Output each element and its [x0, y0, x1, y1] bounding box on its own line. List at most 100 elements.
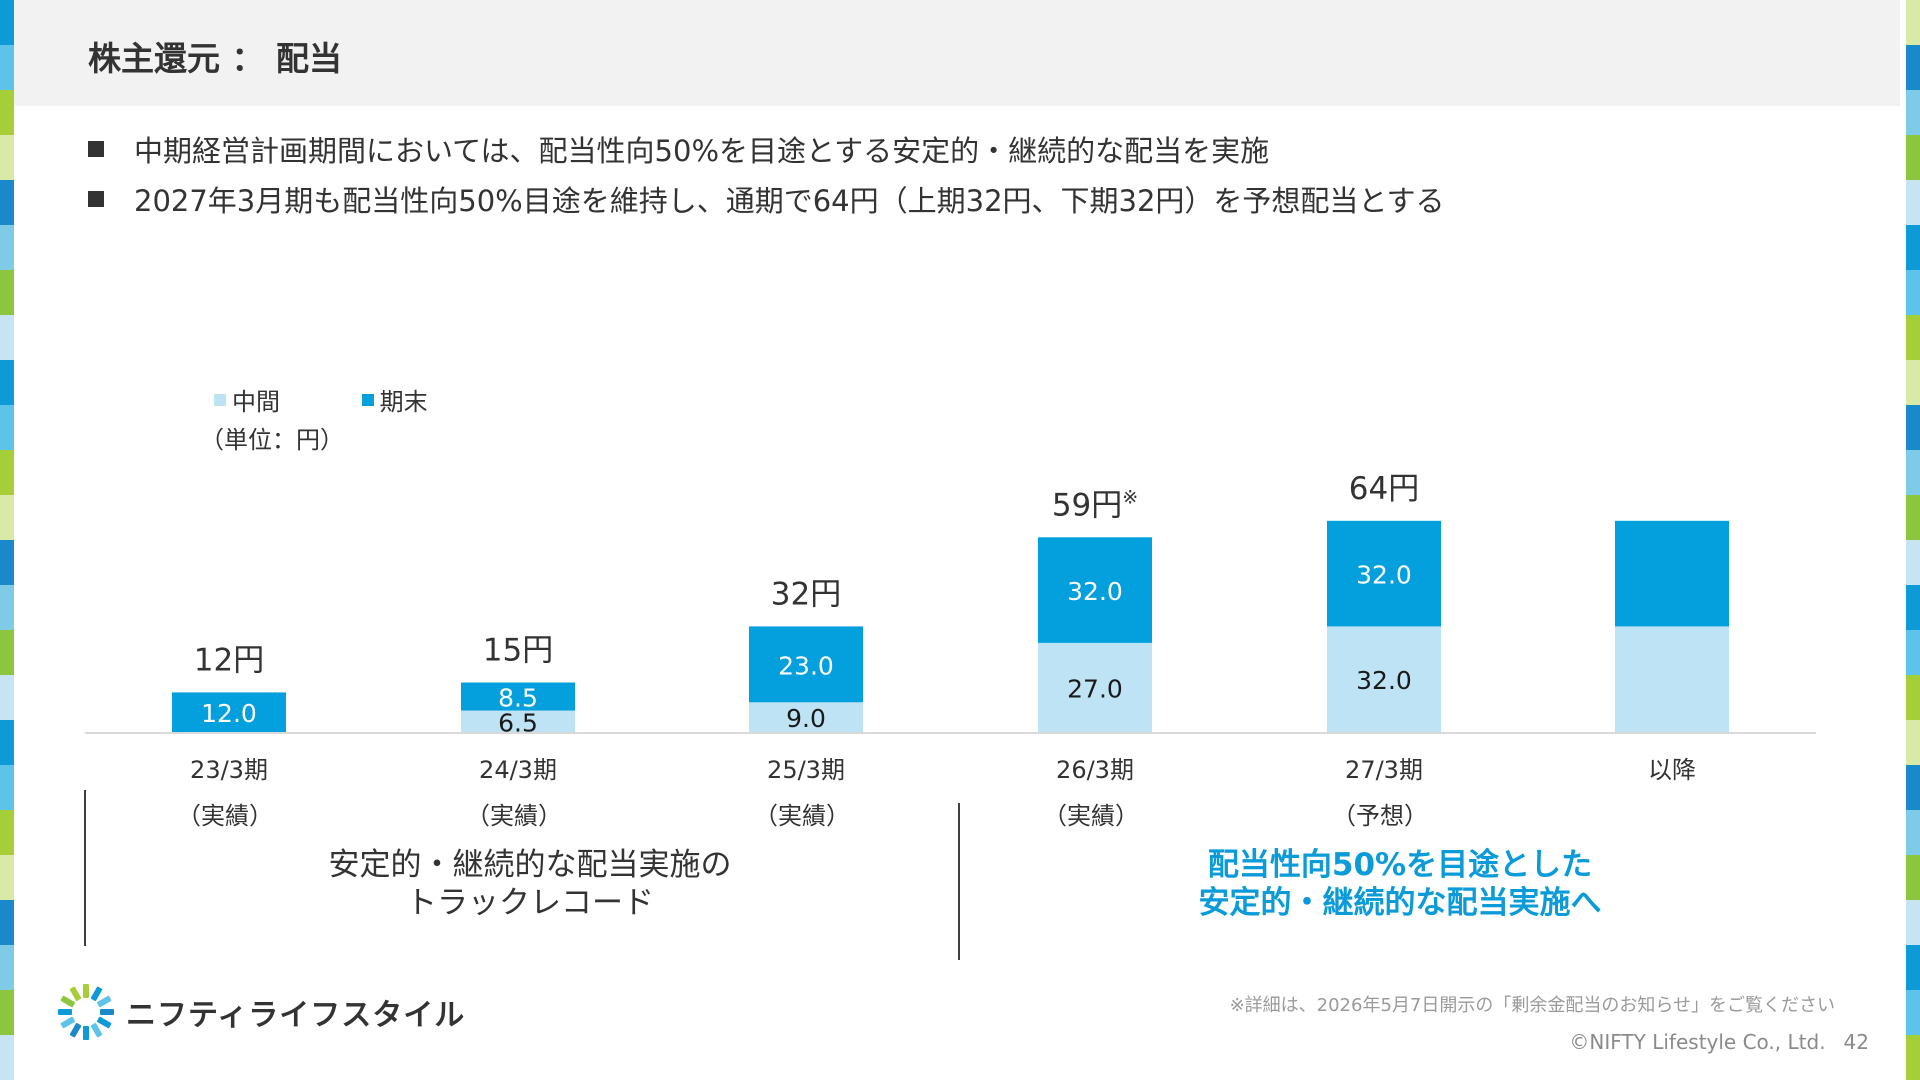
x-tick-note: （実績）: [177, 802, 273, 830]
data-label-interim: 27.0: [1067, 674, 1123, 703]
x-tick-label: 25/3期: [767, 756, 845, 784]
copyright: ©NIFTY Lifestyle Co., Ltd. 42: [1300, 1030, 1869, 1054]
bar-year-end: [1327, 520, 1441, 627]
data-label-interim: 32.0: [1356, 666, 1412, 695]
total-label: 59円※: [1052, 486, 1138, 523]
bar-interim: [749, 702, 863, 732]
bar-interim: [1327, 626, 1441, 732]
total-label: 12円: [194, 642, 264, 678]
edge-stripe-segment: [1906, 585, 1920, 630]
x-tick-label: 24/3期: [479, 756, 557, 784]
header-bar: [14, 0, 1900, 106]
right-edge-stripe: [1906, 0, 1920, 1080]
edge-stripe-segment: [0, 315, 14, 360]
legend-swatch-year-end: [361, 393, 374, 406]
edge-stripe-segment: [1906, 495, 1920, 540]
total-label: 15円: [483, 633, 553, 669]
bullet-square-icon: [88, 141, 104, 157]
edge-stripe-segment: [0, 0, 14, 45]
x-tick-label: 以降: [1648, 756, 1696, 784]
track-record-caption: 安定的・継続的な配当実施の トラックレコード: [200, 846, 860, 922]
legend-label-interim: 中間: [232, 388, 280, 416]
edge-stripe-segment: [0, 990, 14, 1035]
edge-stripe-segment: [0, 45, 14, 90]
edge-stripe-segment: [0, 765, 14, 810]
bullet-text: 2027年3月期も配当性向50%目途を維持し、通期で64円（上期32円、下期32…: [134, 184, 1445, 218]
edge-stripe-segment: [0, 90, 14, 135]
edge-stripe-segment: [1906, 135, 1920, 180]
edge-stripe-segment: [1906, 855, 1920, 900]
bullet-item: 2027年3月期も配当性向50%目途を維持し、通期で64円（上期32円、下期32…: [88, 174, 1445, 224]
logo-wordmark: ニフティライフスタイル: [126, 998, 466, 1033]
section-divider-middle: [958, 803, 960, 960]
track-record-caption-line: トラックレコード: [406, 885, 654, 921]
edge-stripe-segment: [0, 225, 14, 270]
total-label: 32円: [771, 576, 841, 612]
edge-stripe-segment: [1906, 630, 1920, 675]
edge-stripe-segment: [1906, 225, 1920, 270]
edge-stripe-segment: [1906, 0, 1920, 45]
nifty-burst-logo-icon: [58, 984, 114, 1040]
legend-item-interim: 中間: [214, 382, 280, 417]
edge-stripe-segment: [1906, 315, 1920, 360]
x-tick-note: （実績）: [1043, 802, 1139, 830]
edge-stripe-segment: [0, 630, 14, 675]
edge-stripe-segment: [1906, 45, 1920, 90]
unit-label: （単位：円）: [200, 426, 344, 454]
bullet-list: 中期経営計画期間においては、配当性向50%を目途とする安定的・継続的な配当を実施…: [88, 124, 1445, 224]
edge-stripe-segment: [0, 855, 14, 900]
edge-stripe-segment: [0, 135, 14, 180]
page-number: 42: [1843, 1030, 1869, 1054]
bar-year-end: [749, 626, 863, 703]
edge-stripe-segment: [0, 495, 14, 540]
edge-stripe-segment: [0, 450, 14, 495]
edge-stripe-segment: [1906, 900, 1920, 945]
bar-year-end: [461, 682, 575, 711]
bar-interim: [461, 710, 575, 732]
edge-stripe-segment: [1906, 990, 1920, 1035]
edge-stripe-segment: [1906, 270, 1920, 315]
policy-caption: 配当性向50%を目途とした 安定的・継続的な配当実施へ: [1040, 846, 1760, 922]
bar-year-end: [1038, 537, 1152, 643]
edge-stripe-segment: [1906, 405, 1920, 450]
chart-legend: 中間 期末: [214, 382, 502, 417]
x-tick-note: （予想）: [1332, 802, 1428, 830]
data-label-year-end: 32.0: [1356, 561, 1412, 590]
data-label-interim: 9.0: [786, 704, 826, 733]
edge-stripe-segment: [1906, 180, 1920, 225]
page-title: 株主還元 ： 配当: [88, 39, 342, 78]
left-edge-stripe: [0, 0, 14, 1080]
bar-year-end: [1615, 520, 1729, 627]
data-label-year-end: 8.5: [498, 684, 538, 713]
legend-swatch-interim: [214, 393, 226, 406]
edge-stripe-segment: [1906, 720, 1920, 765]
total-footnote-mark: ※: [1122, 486, 1138, 508]
x-tick-note: （実績）: [466, 802, 562, 830]
bar-interim: [1038, 642, 1152, 732]
edge-stripe-segment: [1906, 360, 1920, 405]
edge-stripe-segment: [0, 585, 14, 630]
data-label-year-end: 23.0: [778, 651, 834, 680]
data-label-year-end: 32.0: [1067, 577, 1123, 606]
x-tick-label: 27/3期: [1345, 756, 1423, 784]
edge-stripe-segment: [0, 1035, 14, 1080]
edge-stripe-segment: [1906, 90, 1920, 135]
edge-stripe-segment: [0, 180, 14, 225]
data-label-year-end: 12.0: [201, 699, 257, 728]
copyright-text: ©NIFTY Lifestyle Co., Ltd.: [1569, 1030, 1826, 1054]
edge-stripe-segment: [0, 675, 14, 720]
legend-item-year-end: 期末: [361, 382, 428, 417]
edge-stripe-segment: [0, 720, 14, 765]
edge-stripe-segment: [0, 810, 14, 855]
bullet-text: 中期経営計画期間においては、配当性向50%を目途とする安定的・継続的な配当を実施: [134, 134, 1270, 168]
x-tick-label: 23/3期: [190, 756, 268, 784]
bar-year-end: [172, 692, 286, 732]
section-divider-left: [84, 790, 86, 946]
edge-stripe-segment: [1906, 810, 1920, 855]
edge-stripe-segment: [0, 405, 14, 450]
edge-stripe-segment: [0, 945, 14, 990]
edge-stripe-segment: [0, 540, 14, 585]
x-tick-note: （実績）: [754, 802, 850, 830]
edge-stripe-segment: [0, 900, 14, 945]
